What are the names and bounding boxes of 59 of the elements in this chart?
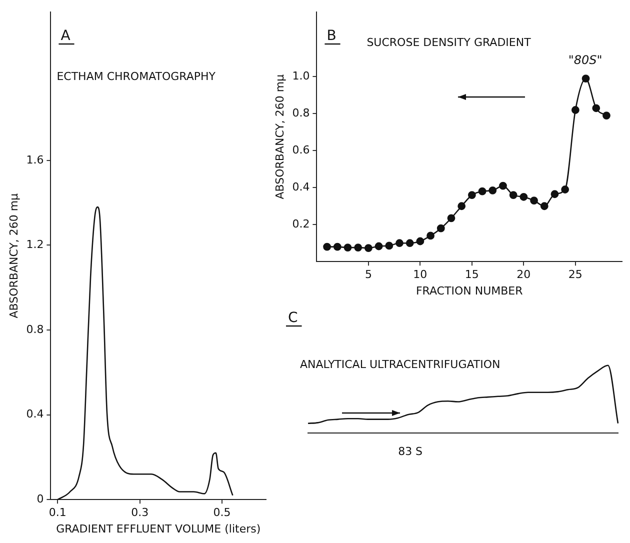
y-tick-label: 1.2 (26, 238, 44, 252)
point (540, 202, 548, 210)
text: A (60, 28, 71, 44)
point (530, 196, 538, 205)
x-tick-label: 15 (464, 268, 479, 282)
y-tick-label: 1.6 (26, 153, 44, 166)
y-axis-title: ABSORBANCY, 260 mμ (7, 193, 20, 318)
x-tick-label: 10 (413, 268, 428, 282)
point (396, 239, 404, 248)
x-tick-label: 0.1 (48, 506, 66, 520)
y-tick-label: 0.4 (26, 408, 44, 421)
annotation: "80S" (568, 53, 602, 67)
point (333, 242, 342, 251)
point (478, 187, 486, 196)
point (561, 186, 570, 194)
point (354, 244, 362, 252)
point (520, 192, 528, 201)
point (344, 244, 352, 252)
point (468, 191, 476, 199)
point (385, 242, 394, 250)
x-tick-label: 25 (568, 268, 582, 282)
y-tick-label: 1.0 (292, 70, 310, 83)
x-tick-label: 5 (364, 268, 372, 282)
y-tick-label: 0 (36, 492, 44, 506)
point (436, 224, 445, 232)
point (571, 106, 580, 114)
point (592, 104, 600, 112)
chart-title: C (288, 310, 298, 326)
text: B (326, 28, 336, 44)
point (426, 232, 434, 240)
y-tick-label: 0.4 (292, 180, 310, 194)
x-axis-title: FRACTION NUMBER (416, 284, 524, 298)
point (488, 186, 497, 194)
point (582, 74, 590, 83)
x-tick-label: 20 (516, 268, 531, 282)
y-tick-label: 0.2 (292, 217, 310, 230)
point (406, 239, 414, 248)
x-tick-label: 0.3 (131, 506, 149, 520)
line-series (57, 206, 234, 500)
x-tick-label: 0.5 (213, 506, 231, 520)
text: SUCROSE DENSITY GRADIENT (366, 36, 532, 49)
x-axis-title: GRADIENT EFFLUENT VOLUME (liters) (56, 522, 261, 536)
point (416, 237, 424, 246)
y-tick-label: 0.6 (292, 144, 310, 157)
y-tick-label: 0.8 (26, 322, 44, 336)
point (550, 190, 559, 198)
y-axis-title: ABSORBANCY, 260 mμ (273, 74, 286, 200)
text: 83 S (398, 444, 423, 458)
point (499, 182, 507, 190)
point (323, 242, 331, 251)
point (447, 214, 456, 222)
point (509, 191, 518, 199)
point (458, 202, 466, 210)
point (364, 244, 372, 252)
chart-subtitle: ANALYTICAL ULTRACENTRIFUGATION (300, 358, 500, 371)
point (374, 242, 383, 250)
point (602, 112, 610, 120)
y-tick-label: 0.8 (292, 106, 310, 120)
text: ECTHAM CHROMATOGRAPHY (56, 70, 216, 83)
